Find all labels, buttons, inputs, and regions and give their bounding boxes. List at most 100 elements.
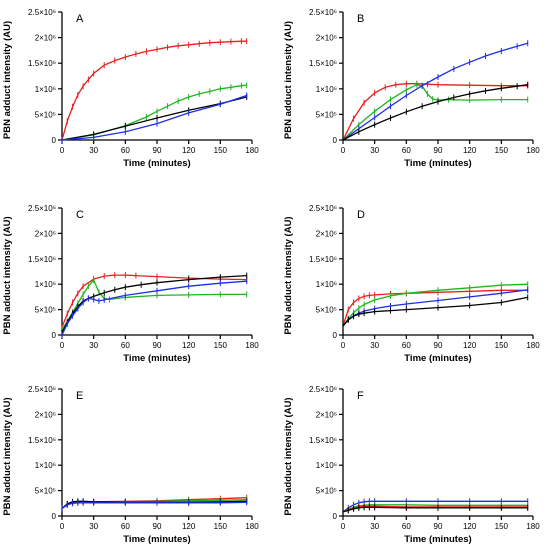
y-tick-label: 1.5×10⁶ <box>28 59 56 68</box>
y-tick-label: 2×10⁶ <box>316 410 337 419</box>
x-axis-title: Time (minutes) <box>123 158 190 169</box>
y-tick-label: 5×10⁵ <box>35 306 56 315</box>
x-tick-label: 180 <box>245 522 259 531</box>
y-tick-label: 0 <box>52 136 57 145</box>
x-tick-label: 30 <box>89 341 98 350</box>
y-axis-title: PBN adduct intensity (AU) <box>283 397 294 515</box>
y-axis-title: PBN adduct intensity (AU) <box>2 397 13 515</box>
x-tick-label: 150 <box>495 146 509 155</box>
y-tick-label: 2.5×10⁶ <box>309 385 337 394</box>
y-tick-label: 0 <box>52 512 57 521</box>
series-blue <box>61 499 248 512</box>
x-tick-label: 60 <box>402 341 411 350</box>
series-line <box>61 274 247 328</box>
panel-letter: A <box>76 13 84 25</box>
x-tick-label: 0 <box>341 146 346 155</box>
panel-a: 0 5×10⁵ 1×10⁶ 1.5×10⁶ 2×10⁶ 2.5×10⁶ 0 30 60 90 120… <box>2 8 259 169</box>
y-tick-label: 2.5×10⁶ <box>28 204 56 213</box>
x-axis-title: Time (minutes) <box>404 534 471 545</box>
panel-letter: D <box>357 209 365 221</box>
series-black <box>342 294 529 329</box>
y-tick-label: 2.5×10⁶ <box>28 385 56 394</box>
x-tick-label: 60 <box>402 146 411 155</box>
x-tick-label: 120 <box>463 146 477 155</box>
y-axis-title: PBN adduct intensity (AU) <box>2 216 13 334</box>
x-tick-label: 120 <box>182 522 196 531</box>
series-line <box>61 280 247 336</box>
series-line <box>342 84 528 141</box>
series-line <box>342 505 528 513</box>
y-tick-label: 5×10⁵ <box>316 487 337 496</box>
y-tick-label: 1×10⁶ <box>316 280 337 289</box>
y-tick-label: 2×10⁶ <box>316 229 337 238</box>
y-tick-label: 1.5×10⁶ <box>28 255 56 264</box>
x-tick-label: 150 <box>495 522 509 531</box>
x-tick-label: 180 <box>245 341 259 350</box>
x-tick-label: 90 <box>153 146 162 155</box>
series-red <box>61 272 248 331</box>
x-tick-label: 150 <box>214 341 228 350</box>
series-line <box>342 500 528 513</box>
x-axis-title: Time (minutes) <box>404 353 471 364</box>
y-tick-label: 0 <box>333 512 338 521</box>
x-tick-label: 90 <box>434 146 443 155</box>
x-tick-label: 120 <box>463 341 477 350</box>
series-green <box>342 281 529 329</box>
x-tick-label: 120 <box>463 522 477 531</box>
x-tick-label: 0 <box>341 522 346 531</box>
x-tick-label: 60 <box>121 341 130 350</box>
series-green <box>342 81 529 143</box>
y-tick-label: 1×10⁶ <box>316 85 337 94</box>
series-line <box>61 96 247 141</box>
y-tick-label: 1×10⁶ <box>35 85 56 94</box>
x-tick-label: 0 <box>60 341 65 350</box>
series-line <box>342 42 528 141</box>
y-axis-title: PBN adduct intensity (AU) <box>283 21 294 139</box>
series-line <box>342 506 528 513</box>
series-blue <box>61 92 248 143</box>
x-tick-label: 0 <box>60 522 65 531</box>
series-line <box>61 501 247 509</box>
panel-letter: F <box>357 390 364 402</box>
x-tick-label: 60 <box>402 522 411 531</box>
series-line <box>342 296 528 327</box>
series-line <box>342 84 528 141</box>
y-tick-label: 1×10⁶ <box>316 461 337 470</box>
x-tick-label: 60 <box>121 146 130 155</box>
series-green <box>61 277 248 333</box>
x-tick-label: 150 <box>214 522 228 531</box>
panel-b: 0 5×10⁵ 1×10⁶ 1.5×10⁶ 2×10⁶ 2.5×10⁶ 0 30 60 90 120… <box>283 8 540 169</box>
y-tick-label: 1.5×10⁶ <box>309 59 337 68</box>
x-tick-label: 180 <box>526 341 540 350</box>
y-tick-label: 1.5×10⁶ <box>28 436 56 445</box>
x-tick-label: 30 <box>89 522 98 531</box>
x-tick-label: 30 <box>89 146 98 155</box>
panel-letter: B <box>357 13 364 25</box>
y-tick-label: 5×10⁵ <box>316 110 337 119</box>
y-tick-label: 2×10⁶ <box>35 34 56 43</box>
panel-e: 0 5×10⁵ 1×10⁶ 1.5×10⁶ 2×10⁶ 2.5×10⁶ 0 30 60 90 120… <box>2 385 259 545</box>
series-black <box>61 93 248 143</box>
x-tick-label: 150 <box>495 341 509 350</box>
y-tick-label: 2.5×10⁶ <box>309 204 337 213</box>
x-axis-title: Time (minutes) <box>404 158 471 169</box>
y-tick-label: 5×10⁵ <box>35 110 56 119</box>
x-axis-title: Time (minutes) <box>123 353 190 364</box>
panel-letter: C <box>76 209 84 221</box>
y-tick-label: 2.5×10⁶ <box>28 8 56 17</box>
y-tick-label: 1.5×10⁶ <box>309 436 337 445</box>
series-black <box>342 81 529 143</box>
x-tick-label: 120 <box>182 341 196 350</box>
panel-c: 0 5×10⁵ 1×10⁶ 1.5×10⁶ 2×10⁶ 2.5×10⁶ 0 30 60 90 120… <box>2 204 259 364</box>
x-tick-label: 30 <box>370 341 379 350</box>
y-tick-label: 5×10⁵ <box>35 487 56 496</box>
series-black <box>342 504 529 515</box>
series-blue <box>342 40 529 143</box>
x-tick-label: 90 <box>153 341 162 350</box>
series-line <box>61 40 247 141</box>
x-tick-label: 90 <box>434 522 443 531</box>
x-tick-label: 180 <box>245 146 259 155</box>
x-axis-title: Time (minutes) <box>123 534 190 545</box>
series-line <box>61 84 247 141</box>
y-tick-label: 2×10⁶ <box>316 34 337 43</box>
